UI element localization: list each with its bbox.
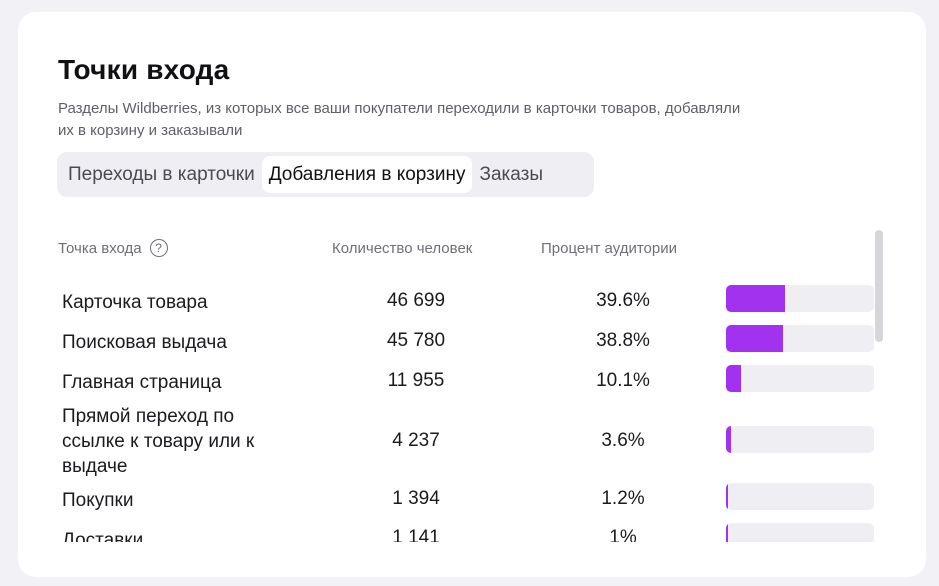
card-title: Точки входа	[58, 54, 230, 85]
row-count: 1 141	[392, 527, 440, 542]
row-share-fill	[726, 365, 741, 392]
row-share-fill	[726, 483, 728, 510]
column-header-percent: Процент аудитории	[541, 240, 678, 257]
row-share-bar	[726, 365, 874, 392]
column-header-entry-label: Точка входа	[58, 240, 142, 257]
column-header-count: Количество человек	[332, 240, 473, 257]
row-share-bar	[726, 523, 874, 542]
row-percent: 10.1%	[596, 370, 650, 391]
row-count: 11 955	[387, 370, 445, 391]
row-percent: 39.6%	[596, 290, 650, 311]
table-body: Карточка товара 46 699 39.6% Поисковая в…	[18, 274, 888, 542]
row-share-fill	[726, 325, 784, 352]
column-header-entry: Точка входа?	[58, 239, 168, 258]
row-entry-name: Карточка товара	[62, 292, 208, 313]
row-entry-name: Прямой переход по ссылке к товару или к …	[62, 406, 255, 477]
tab-card-visits[interactable]: Переходы в карточки	[68, 164, 255, 185]
row-count: 4 237	[392, 430, 440, 451]
row-count: 1 394	[392, 488, 440, 509]
tab-bar: Переходы в карточки Добавления в корзину…	[57, 152, 594, 197]
row-entry-name: Поисковая выдача	[62, 332, 227, 353]
row-share-bar	[726, 483, 874, 510]
row-count: 46 699	[386, 290, 446, 311]
entry-points-card: Точки входа Разделы Wildberries, из кото…	[18, 12, 926, 577]
row-percent: 1%	[609, 527, 637, 542]
row-percent: 3.6%	[601, 430, 645, 451]
row-entry-name: Доставки	[62, 530, 144, 542]
row-share-fill	[726, 523, 728, 542]
question-circle-icon[interactable]: ?	[149, 239, 168, 258]
row-share-fill	[726, 285, 785, 312]
table-scrollbar[interactable]	[875, 230, 883, 342]
tab-orders[interactable]: Заказы	[479, 164, 543, 185]
row-percent: 38.8%	[596, 330, 650, 351]
row-entry-name: Покупки	[62, 490, 134, 511]
row-count: 45 780	[386, 330, 446, 351]
row-share-bar	[726, 285, 874, 312]
row-share-fill	[726, 426, 732, 453]
row-percent: 1.2%	[601, 488, 645, 509]
row-share-bar	[726, 325, 874, 352]
tab-add-to-cart[interactable]: Добавления в корзину	[261, 156, 473, 193]
row-entry-name: Главная страница	[62, 372, 222, 393]
card-subtitle: Разделы Wildberries, из которых все ваши…	[58, 100, 741, 139]
row-share-bar	[726, 426, 874, 453]
